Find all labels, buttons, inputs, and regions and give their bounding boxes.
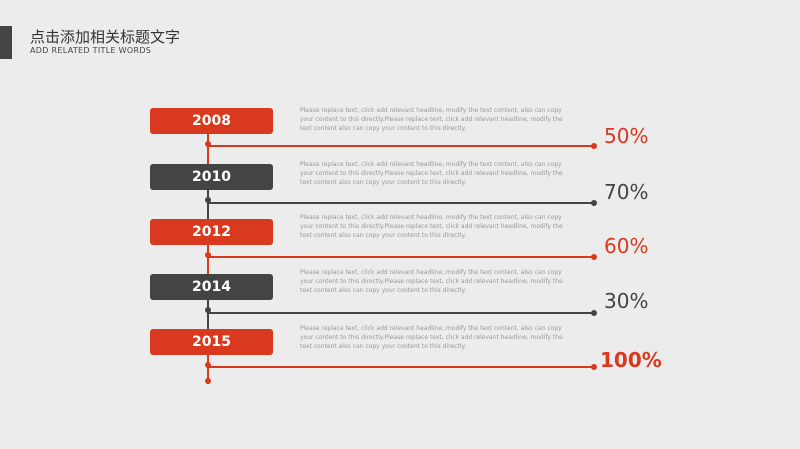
timeline-spine-segment [207,244,209,276]
percent-2010: 70% [604,180,649,204]
entry-description-2008: Please replace text, click add relevant … [300,107,563,132]
page-title: 点击添加相关标题文字 [30,28,181,46]
year-box-2014: 2014 [150,274,273,300]
percent-2008: 50% [604,124,649,148]
progress-line-2012 [208,256,594,258]
title-accent-bar [0,26,12,59]
timeline-spine-segment [207,133,209,165]
year-box-2010: 2010 [150,164,273,190]
progress-line-2015 [208,366,594,368]
progress-line-2014 [208,312,594,314]
year-box-2012: 2012 [150,219,273,245]
timeline-dot [205,252,211,258]
timeline-spine-segment [207,354,209,384]
progress-line-end-dot [591,364,597,370]
timeline-dot [205,197,211,203]
percent-2015: 100% [600,348,662,372]
progress-line-2010 [208,202,594,204]
timeline-spine-segment [207,189,209,221]
entry-description-2010: Please replace text, click add relevant … [300,161,563,186]
page-subtitle: ADD RELATED TITLE WORDS [30,46,152,55]
entry-description-2015: Please replace text, click add relevant … [300,325,563,350]
year-box-2008: 2008 [150,108,273,134]
timeline-end-dot [205,378,211,384]
progress-line-2008 [208,145,594,147]
entry-description-2014: Please replace text, click add relevant … [300,269,563,294]
percent-2014: 30% [604,289,649,313]
timeline-dot [205,362,211,368]
entry-description-2012: Please replace text, click add relevant … [300,214,563,239]
progress-line-end-dot [591,254,597,260]
timeline-dot [205,307,211,313]
year-box-2015: 2015 [150,329,273,355]
timeline-dot [205,141,211,147]
progress-line-end-dot [591,310,597,316]
percent-2012: 60% [604,234,649,258]
timeline-spine-segment [207,299,209,331]
progress-line-end-dot [591,200,597,206]
progress-line-end-dot [591,143,597,149]
